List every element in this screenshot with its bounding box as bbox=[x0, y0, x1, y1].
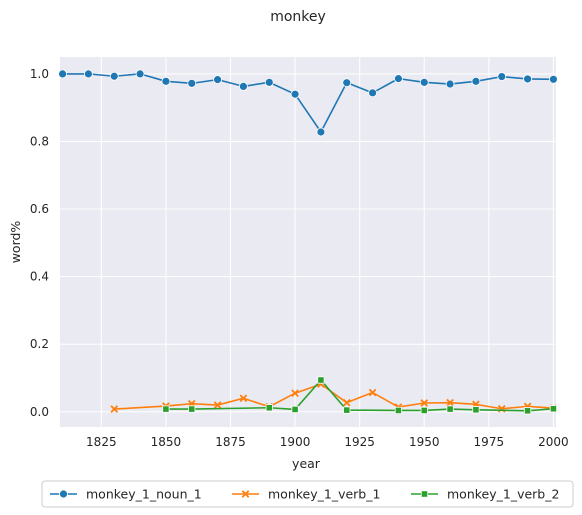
legend-label: monkey_1_verb_1 bbox=[268, 487, 380, 502]
data-point bbox=[213, 75, 222, 85]
legend-item: monkey_1_verb_1 bbox=[232, 487, 380, 502]
y-axis-label: word% bbox=[8, 221, 23, 264]
data-point bbox=[162, 405, 170, 413]
plot-area bbox=[60, 57, 556, 427]
legend-box bbox=[41, 480, 574, 508]
data-point bbox=[549, 74, 558, 84]
data-point bbox=[549, 405, 558, 413]
chart-title: monkey bbox=[270, 9, 326, 25]
legend-item: monkey_1_verb_2 bbox=[411, 487, 559, 502]
x-tick-labels: 1825 1850 1875 1900 1925 1950 1975 2000 bbox=[86, 435, 569, 449]
data-point bbox=[291, 405, 299, 414]
data-point bbox=[264, 77, 274, 87]
x-tick-label: 1925 bbox=[344, 435, 375, 449]
legend-marker bbox=[59, 489, 68, 499]
data-point bbox=[291, 389, 299, 398]
series-line bbox=[165, 379, 554, 412]
y-tick-label: 0.0 bbox=[30, 405, 49, 419]
y-tick-label: 0.4 bbox=[30, 270, 49, 284]
data-point bbox=[419, 77, 429, 87]
legend-label: monkey_1_noun_1 bbox=[86, 487, 202, 502]
series-monkey_1_verb_2 bbox=[162, 376, 558, 415]
data-point bbox=[84, 69, 93, 79]
data-point bbox=[368, 88, 377, 98]
data-point bbox=[394, 74, 403, 84]
y-tick-labels: 0.0 0.2 0.4 0.6 0.8 1.0 bbox=[30, 67, 49, 419]
data-point bbox=[188, 405, 196, 413]
x-tick-label: 2000 bbox=[538, 435, 569, 449]
data-point bbox=[290, 89, 300, 99]
data-point bbox=[446, 405, 454, 413]
data-point bbox=[265, 404, 273, 412]
data-point bbox=[342, 78, 352, 88]
data-point bbox=[317, 376, 325, 384]
x-tick-label: 1850 bbox=[151, 435, 182, 449]
series-layer bbox=[58, 69, 558, 415]
y-tick-label: 0.2 bbox=[30, 337, 49, 351]
data-point bbox=[342, 398, 351, 407]
y-tick-label: 0.8 bbox=[30, 134, 49, 148]
data-point bbox=[135, 69, 145, 79]
x-tick-label: 1950 bbox=[409, 435, 440, 449]
x-tick-label: 1900 bbox=[280, 435, 311, 449]
x-tick-label: 1975 bbox=[474, 435, 505, 449]
data-point bbox=[420, 406, 428, 415]
data-point bbox=[58, 69, 67, 79]
data-point bbox=[110, 405, 119, 413]
data-point bbox=[239, 81, 248, 91]
y-tick-label: 1.0 bbox=[30, 67, 49, 81]
y-tick-label: 0.6 bbox=[30, 202, 49, 216]
data-point bbox=[316, 127, 326, 137]
legend-label: monkey_1_verb_2 bbox=[447, 487, 559, 502]
legend-marker bbox=[420, 490, 429, 498]
data-point bbox=[187, 78, 197, 88]
data-point bbox=[239, 394, 248, 403]
legend-marker bbox=[241, 490, 250, 498]
data-point bbox=[420, 399, 429, 407]
data-point bbox=[109, 71, 119, 81]
series-monkey_1_noun_1 bbox=[58, 69, 558, 137]
x-tick-label: 1875 bbox=[215, 435, 246, 449]
data-point bbox=[394, 406, 403, 415]
data-point bbox=[446, 398, 454, 407]
data-point bbox=[472, 406, 480, 414]
data-point bbox=[343, 406, 351, 414]
x-axis-label: year bbox=[292, 456, 321, 471]
data-point bbox=[523, 407, 532, 415]
data-point bbox=[213, 401, 222, 409]
x-tick-label: 1825 bbox=[86, 435, 117, 449]
data-point bbox=[445, 79, 455, 89]
legend-item: monkey_1_noun_1 bbox=[50, 487, 202, 502]
data-point bbox=[523, 74, 532, 84]
grid-lines bbox=[60, 57, 556, 427]
data-point bbox=[368, 388, 377, 397]
data-point bbox=[471, 76, 481, 86]
data-point bbox=[161, 76, 171, 86]
legend: monkey_1_noun_1 monkey_1_verb_1 monkey_1_v… bbox=[41, 480, 574, 508]
data-point bbox=[497, 72, 507, 81]
